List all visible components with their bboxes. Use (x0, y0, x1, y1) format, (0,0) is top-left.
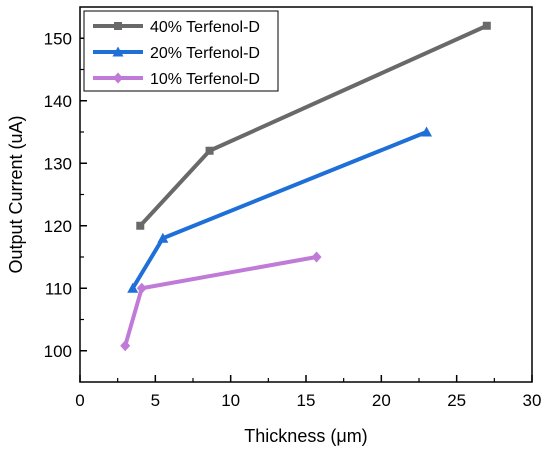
x-tick-label: 5 (151, 391, 160, 410)
series-3 (120, 251, 322, 352)
data-point (205, 146, 214, 155)
legend-item: 40% Terfenol-D (93, 19, 260, 36)
data-point (136, 221, 145, 230)
x-axis-ticks: 0 5 10 15 20 25 30 (75, 375, 541, 410)
x-tick-label: 25 (447, 391, 466, 410)
data-point (136, 282, 147, 294)
legend-label: 40% Terfenol-D (150, 19, 260, 36)
y-tick-label: 100 (44, 342, 72, 361)
y-tick-label: 130 (44, 154, 72, 173)
data-point (421, 126, 433, 137)
x-axis-title: Thickness (μm) (244, 426, 367, 446)
legend-swatch-marker (112, 46, 124, 57)
x-tick-label: 0 (75, 391, 84, 410)
y-tick-label: 150 (44, 29, 72, 48)
data-point (127, 282, 139, 293)
y-tick-label: 140 (44, 92, 72, 111)
legend-swatch-marker (114, 22, 122, 30)
x-tick-label: 10 (221, 391, 240, 410)
y-axis-title: Output Current (uA) (6, 115, 26, 273)
data-point (482, 21, 491, 30)
series-lines (120, 21, 491, 352)
data-point (311, 251, 322, 263)
x-tick-label: 20 (372, 391, 391, 410)
y-tick-label: 110 (45, 279, 72, 298)
y-tick-label: 120 (44, 217, 72, 236)
legend-label: 20% Terfenol-D (150, 45, 260, 62)
x-tick-label: 15 (297, 391, 316, 410)
legend-item: 20% Terfenol-D (93, 45, 260, 62)
data-point (157, 232, 169, 243)
legend-swatch-marker (113, 72, 123, 84)
y-axis-ticks: 100 110 120 130 140 150 (44, 29, 87, 361)
legend: 40% Terfenol-D 20% Terfenol-D 10% Terfenol… (83, 10, 279, 92)
data-point (120, 340, 131, 352)
x-tick-label: 30 (523, 391, 542, 410)
legend-label: 10% Terfenol-D (150, 71, 260, 88)
series-1 (136, 21, 491, 230)
legend-item: 10% Terfenol-D (93, 71, 260, 88)
series-line (123, 255, 317, 347)
series-2 (127, 126, 433, 293)
